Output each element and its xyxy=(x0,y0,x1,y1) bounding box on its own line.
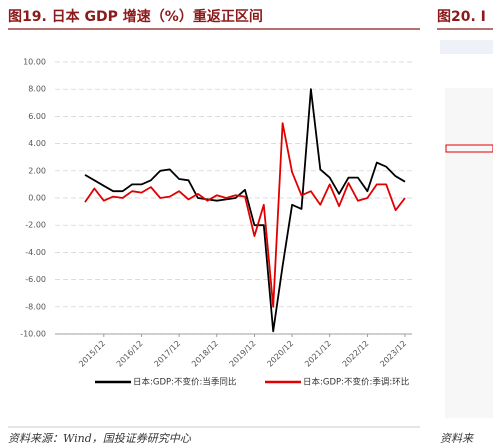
chart-title: 图19. 日本 GDP 增速（%）重返正区间 xyxy=(8,8,263,25)
thumb-highlight xyxy=(445,144,493,153)
x-tick-label: 2023/12 xyxy=(378,339,408,369)
x-tick-label: 2016/12 xyxy=(115,339,145,369)
x-tick-label: 2018/12 xyxy=(190,339,220,369)
y-tick-label: 0.00 xyxy=(28,194,46,203)
source: 资料来源：Wind，国投证券研究中心 xyxy=(8,432,192,445)
x-tick-label: 2022/12 xyxy=(341,339,371,369)
x-tick-label: 2019/12 xyxy=(228,339,258,369)
legend-label: 日本:GDP:不变价:当季同比 xyxy=(133,377,236,388)
y-tick-label: -4.00 xyxy=(25,248,46,257)
x-tick-label: 2021/12 xyxy=(303,339,333,369)
right-source: 资料来 xyxy=(440,432,474,445)
y-tick-label: -10.00 xyxy=(20,330,46,339)
series-line xyxy=(84,88,406,333)
x-tick-label: 2017/12 xyxy=(152,339,182,369)
y-tick-label: 6.00 xyxy=(28,112,46,121)
x-tick-label: 2015/12 xyxy=(77,339,107,369)
right-table-thumbnail xyxy=(440,40,493,418)
series-line xyxy=(84,122,406,308)
right-panel-title: 图20. I xyxy=(437,9,486,25)
thumb-body xyxy=(445,88,493,418)
y-tick-label: 4.00 xyxy=(28,139,46,148)
y-tick-label: -6.00 xyxy=(25,275,46,284)
thumb-header xyxy=(440,40,493,54)
legend-label: 日本:GDP:不变价:季调:环比 xyxy=(303,377,409,388)
y-tick-label: -2.00 xyxy=(25,221,46,230)
y-tick-label: -8.00 xyxy=(25,302,46,311)
y-tick-label: 2.00 xyxy=(28,166,46,175)
y-tick-label: 8.00 xyxy=(28,85,46,94)
x-tick-label: 2020/12 xyxy=(265,339,295,369)
y-tick-label: 10.00 xyxy=(23,58,46,67)
